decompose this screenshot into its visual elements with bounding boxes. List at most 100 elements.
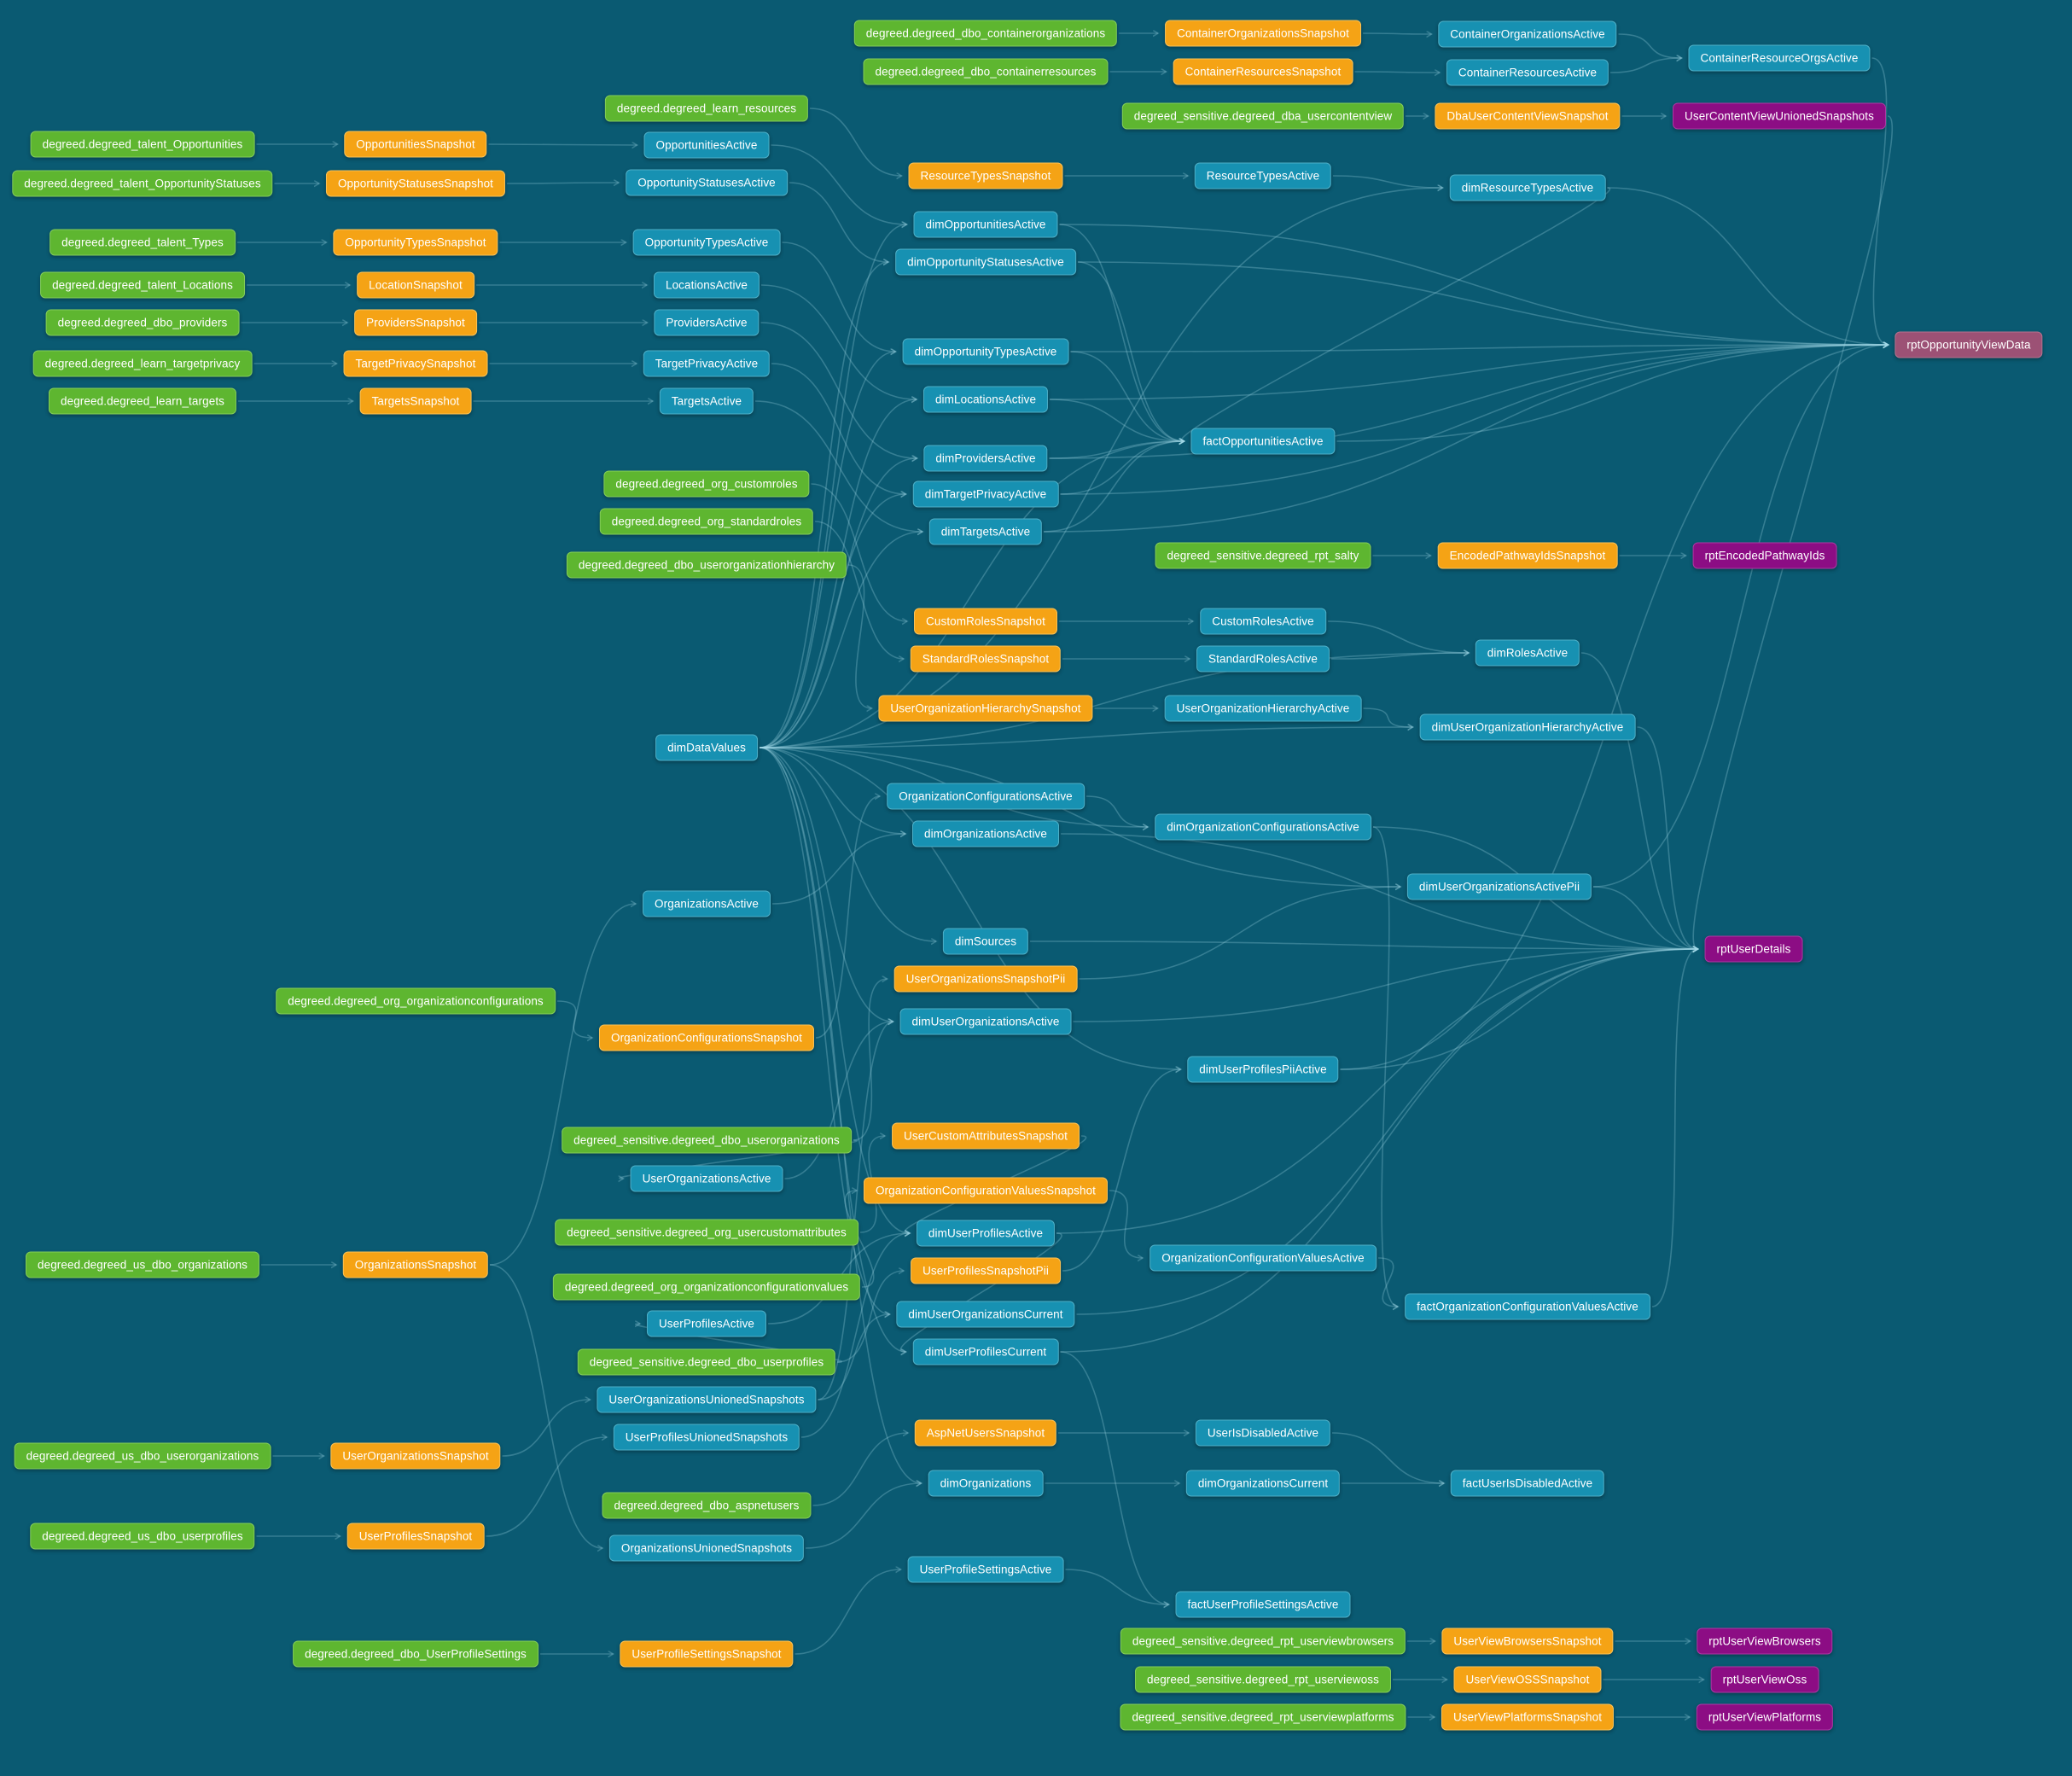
node-act_userorghier[interactable]: UserOrganizationHierarchyActive — [1164, 695, 1362, 722]
node-snap_oppstatuses[interactable]: OpportunityStatusesSnapshot — [325, 170, 506, 197]
node-snap_location[interactable]: LocationSnapshot — [357, 271, 474, 299]
node-act_oppstatuses[interactable]: OpportunityStatusesActive — [626, 169, 788, 196]
node-src_orgconfigurations[interactable]: degreed.degreed_org_organizationconfigur… — [276, 987, 556, 1015]
node-uni_orgs[interactable]: OrganizationsUnionedSnapshots — [608, 1534, 805, 1562]
node-snap_aspnetusers[interactable]: AspNetUsersSnapshot — [914, 1419, 1057, 1447]
node-snap_containerres[interactable]: ContainerResourcesSnapshot — [1173, 58, 1353, 85]
node-snap_targetprivacy[interactable]: TargetPrivacySnapshot — [343, 350, 488, 377]
node-dim_orgconfigs[interactable]: dimOrganizationConfigurationsActive — [1155, 813, 1371, 841]
node-src_standardroles[interactable]: degreed.degreed_org_standardroles — [599, 508, 814, 535]
node-fact_opps[interactable]: factOpportunitiesActive — [1190, 428, 1336, 455]
node-act_orgs[interactable]: OrganizationsActive — [643, 890, 771, 917]
node-src_userviewbrowsers[interactable]: degreed_sensitive.degreed_rpt_userviewbr… — [1120, 1628, 1406, 1655]
node-snap_userviewplatforms[interactable]: UserViewPlatformsSnapshot — [1441, 1703, 1615, 1731]
node-rpt_userdetails[interactable]: rptUserDetails — [1704, 935, 1803, 963]
node-snap_containerorgs[interactable]: ContainerOrganizationsSnapshot — [1165, 20, 1361, 47]
node-src_talentopps[interactable]: degreed.degreed_talent_Opportunities — [30, 131, 255, 158]
node-uni_userorgs[interactable]: UserOrganizationsUnionedSnapshots — [597, 1386, 817, 1413]
node-act_orgconfigs[interactable]: OrganizationConfigurationsActive — [887, 783, 1085, 810]
node-snap_userprofiles[interactable]: UserProfilesSnapshot — [346, 1523, 485, 1550]
node-dim_resourcetypes[interactable]: dimResourceTypesActive — [1449, 174, 1606, 201]
node-dim_locations[interactable]: dimLocationsActive — [923, 386, 1049, 413]
node-dim_orgscurrent[interactable]: dimOrganizationsCurrent — [1185, 1470, 1341, 1497]
node-dim_opptypes[interactable]: dimOpportunityTypesActive — [902, 338, 1069, 365]
node-dim_userorgsactivepii[interactable]: dimUserOrganizationsActivePii — [1406, 873, 1592, 900]
node-snap_opps[interactable]: OpportunitiesSnapshot — [344, 131, 487, 158]
node-snap_encodedpathwayids[interactable]: EncodedPathwayIdsSnapshot — [1437, 542, 1618, 569]
node-src_aspnetusers[interactable]: degreed.degreed_dbo_aspnetusers — [602, 1492, 812, 1519]
node-act_resourcetypes[interactable]: ResourceTypesActive — [1194, 162, 1332, 189]
node-act_userisdisabled[interactable]: UserIsDisabledActive — [1195, 1419, 1331, 1447]
node-snap_userorgspii[interactable]: UserOrganizationsSnapshotPii — [893, 965, 1078, 993]
node-snap_userprofilesettings[interactable]: UserProfileSettingsSnapshot — [620, 1640, 794, 1668]
node-dim_targets[interactable]: dimTargetsActive — [928, 518, 1043, 545]
node-act_customroles[interactable]: CustomRolesActive — [1200, 608, 1326, 635]
node-src_sens_userorgs[interactable]: degreed_sensitive.degreed_dbo_userorgani… — [562, 1127, 852, 1154]
node-act_targetprivacy[interactable]: TargetPrivacyActive — [643, 350, 771, 377]
node-dim_userprofilescurrent[interactable]: dimUserProfilesCurrent — [912, 1338, 1059, 1365]
node-snap_userviewbrowsers[interactable]: UserViewBrowsersSnapshot — [1441, 1628, 1614, 1655]
node-act_locations[interactable]: LocationsActive — [653, 271, 760, 299]
node-dim_userorghier[interactable]: dimUserOrganizationHierarchyActive — [1419, 713, 1636, 741]
node-fact_orgconfigvalues[interactable]: factOrganizationConfigurationValuesActiv… — [1405, 1293, 1650, 1320]
node-snap_userorghier[interactable]: UserOrganizationHierarchySnapshot — [878, 695, 1093, 722]
node-dim_orgsactive[interactable]: dimOrganizationsActive — [911, 820, 1060, 847]
node-snap_targets[interactable]: TargetsSnapshot — [359, 387, 472, 415]
node-act_userprofiles[interactable]: UserProfilesActive — [646, 1310, 767, 1337]
node-rpt_encodedpathwayids[interactable]: rptEncodedPathwayIds — [1692, 542, 1837, 569]
node-dim_userprofilespii[interactable]: dimUserProfilesPiiActive — [1187, 1056, 1339, 1083]
node-dim_userorgscurrent[interactable]: dimUserOrganizationsCurrent — [896, 1301, 1075, 1328]
node-act_standardroles[interactable]: StandardRolesActive — [1196, 645, 1330, 673]
node-src_oppstatuses[interactable]: degreed.degreed_talent_OpportunityStatus… — [12, 170, 273, 197]
node-act_providers[interactable]: ProvidersActive — [654, 309, 760, 336]
node-dim_targetprivacy[interactable]: dimTargetPrivacyActive — [912, 480, 1059, 508]
node-act_containerres[interactable]: ContainerResourcesActive — [1446, 59, 1609, 86]
node-snap_userviewoss[interactable]: UserViewOSSSnapshot — [1453, 1666, 1602, 1693]
node-src_userviewoss[interactable]: degreed_sensitive.degreed_rpt_userviewos… — [1134, 1666, 1392, 1693]
node-snap_orgconfigs[interactable]: OrganizationConfigurationsSnapshot — [598, 1024, 815, 1051]
node-dim_providers[interactable]: dimProvidersActive — [923, 445, 1048, 472]
node-rpt_oppviewdata[interactable]: rptOpportunityViewData — [1894, 331, 2043, 358]
node-src_providers[interactable]: degreed.degreed_dbo_providers — [45, 309, 240, 336]
node-src_us_userorgs[interactable]: degreed.degreed_us_dbo_userorganizations — [14, 1442, 271, 1470]
node-act_containerorgs[interactable]: ContainerOrganizationsActive — [1438, 20, 1617, 48]
node-src_userviewplatforms[interactable]: degreed_sensitive.degreed_rpt_userviewpl… — [1120, 1703, 1406, 1731]
node-src_us_orgs[interactable]: degreed.degreed_us_dbo_organizations — [25, 1251, 260, 1278]
node-snap_standardroles[interactable]: StandardRolesSnapshot — [910, 645, 1062, 673]
node-dim_oppstatuses[interactable]: dimOpportunityStatusesActive — [895, 248, 1076, 276]
node-act_orgconfigvalues[interactable]: OrganizationConfigurationValuesActive — [1149, 1244, 1376, 1272]
node-snap_providers[interactable]: ProvidersSnapshot — [354, 309, 477, 336]
node-src_usercontentview[interactable]: degreed_sensitive.degreed_dba_userconten… — [1121, 102, 1405, 130]
node-src_usercustomattrs[interactable]: degreed_sensitive.degreed_org_usercustom… — [555, 1219, 858, 1246]
node-src_targets[interactable]: degreed.degreed_learn_targets — [48, 387, 237, 415]
node-snap_usercustomattrs[interactable]: UserCustomAttributesSnapshot — [892, 1122, 1080, 1150]
node-src_targetprivacy[interactable]: degreed.degreed_learn_targetprivacy — [32, 350, 253, 377]
node-src_us_userprofiles[interactable]: degreed.degreed_us_dbo_userprofiles — [30, 1523, 255, 1550]
node-src_rptsalty[interactable]: degreed_sensitive.degreed_rpt_salty — [1155, 542, 1371, 569]
node-dim_datavalues[interactable]: dimDataValues — [655, 734, 758, 761]
node-src_sens_userprofiles[interactable]: degreed_sensitive.degreed_dbo_userprofil… — [577, 1348, 836, 1376]
node-src_orgconfigvalues[interactable]: degreed.degreed_org_organizationconfigur… — [552, 1273, 861, 1301]
node-rpt_userviewplatforms[interactable]: rptUserViewPlatforms — [1696, 1703, 1834, 1731]
node-snap_customroles[interactable]: CustomRolesSnapshot — [914, 608, 1057, 635]
node-dim_opps[interactable]: dimOpportunitiesActive — [913, 211, 1058, 238]
node-src_talenttypes[interactable]: degreed.degreed_talent_Types — [49, 229, 236, 256]
node-src_containerresources[interactable]: degreed.degreed_dbo_containerresources — [863, 58, 1109, 85]
node-snap_userprofilespii[interactable]: UserProfilesSnapshotPii — [911, 1257, 1061, 1284]
node-snap_orgs[interactable]: OrganizationsSnapshot — [342, 1251, 489, 1278]
node-dim_sources[interactable]: dimSources — [942, 928, 1029, 955]
node-act_opptypes[interactable]: OpportunityTypesActive — [632, 229, 781, 256]
node-act_userprofilesettings[interactable]: UserProfileSettingsActive — [907, 1556, 1064, 1583]
node-act_containerresorgs[interactable]: ContainerResourceOrgsActive — [1688, 44, 1871, 72]
node-dim_organizations[interactable]: dimOrganizations — [928, 1470, 1044, 1497]
node-rpt_userviewoss[interactable]: rptUserViewOss — [1710, 1666, 1819, 1693]
node-dim_roles[interactable]: dimRolesActive — [1475, 639, 1580, 667]
node-act_userorgs[interactable]: UserOrganizationsActive — [630, 1165, 783, 1192]
node-src_userorghierarchy[interactable]: degreed.degreed_dbo_userorganizationhier… — [566, 551, 847, 579]
node-snap_userorgs[interactable]: UserOrganizationsSnapshot — [330, 1442, 501, 1470]
node-fact_userprofilesettings[interactable]: factUserProfileSettingsActive — [1175, 1591, 1351, 1618]
node-dim_userprofilesactive[interactable]: dimUserProfilesActive — [916, 1220, 1056, 1247]
node-src_containerorganizations[interactable]: degreed.degreed_dbo_containerorganizatio… — [853, 20, 1118, 47]
node-act_targets[interactable]: TargetsActive — [659, 387, 754, 415]
node-snap_opptypes[interactable]: OpportunityTypesSnapshot — [333, 229, 498, 256]
